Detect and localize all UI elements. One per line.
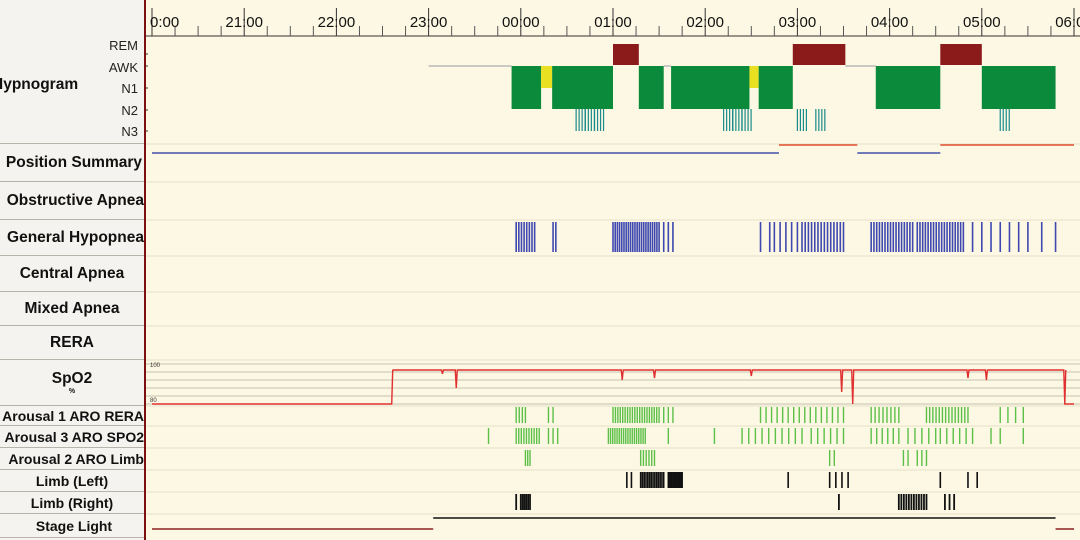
hypnogram-rem-block xyxy=(613,44,639,65)
level-n2: N2 xyxy=(121,103,138,118)
label-arousal-3[interactable]: Arousal 3 ARO SPO2 xyxy=(0,426,144,448)
hypnogram-n1-block xyxy=(541,66,553,88)
hypnogram-n2-block xyxy=(552,66,613,109)
hypnogram-n2-block xyxy=(875,66,941,109)
label-stage-light[interactable]: Stage Light xyxy=(0,514,144,538)
time-tick-label: 23:00 xyxy=(410,14,448,31)
time-tick-label: 00:00 xyxy=(502,14,540,31)
spo2-tick-bottom: 80 xyxy=(150,398,157,404)
label-position[interactable]: Position Summary xyxy=(0,144,144,182)
timeline-plot: 0:00 21:00 22:00 23:00 00:00 01:00 02:00 03:00 0… xyxy=(146,8,1080,530)
label-mixed-apnea[interactable]: Mixed Apnea xyxy=(0,292,144,326)
label-hypnogram[interactable]: Hypnogram REM AWK N1 N2 N3 xyxy=(0,36,144,144)
level-rem: REM xyxy=(109,38,138,53)
hypnogram-rem-block xyxy=(792,44,846,65)
time-tick-label: 0:00 xyxy=(150,14,179,31)
label-spo2[interactable]: SpO2 % xyxy=(0,360,144,406)
level-awk: AWK xyxy=(108,60,138,75)
label-general-hypopnea[interactable]: General Hypopnea xyxy=(0,220,144,256)
label-rera[interactable]: RERA xyxy=(0,326,144,360)
label-limb-left[interactable]: Limb (Left) xyxy=(0,470,144,492)
time-tick-label: 21:00 xyxy=(225,14,263,31)
time-tick-label: 03:00 xyxy=(779,14,817,31)
hypnogram-rem-block xyxy=(940,44,982,65)
spo2-trace xyxy=(152,369,1074,405)
label-arousal-1[interactable]: Arousal 1 ARO RERA xyxy=(0,406,144,426)
track-label-panel: Hypnogram REM AWK N1 N2 N3 Position Summ… xyxy=(0,0,146,540)
label-arousal-2[interactable]: Arousal 2 ARO Limb xyxy=(0,448,144,470)
spo2-tick-top: 100 xyxy=(150,363,161,369)
label-obstructive-apnea[interactable]: Obstructive Apnea xyxy=(0,182,144,220)
hypnogram-n2-block xyxy=(758,66,793,109)
hypnogram-n2-block xyxy=(671,66,750,109)
hypnogram-n2-block xyxy=(981,66,1056,109)
time-tick-label: 05:00 xyxy=(963,14,1001,31)
time-tick-label: 01:00 xyxy=(594,14,632,31)
hypnogram-n2-block xyxy=(511,66,542,109)
level-n3: N3 xyxy=(121,124,138,139)
time-tick-label: 04:00 xyxy=(871,14,909,31)
label-central-apnea[interactable]: Central Apnea xyxy=(0,256,144,292)
label-limb-right[interactable]: Limb (Right) xyxy=(0,492,144,514)
level-n1: N1 xyxy=(121,81,138,96)
hypnogram-n2-block xyxy=(638,66,664,109)
time-tick-label: 06:00 xyxy=(1055,14,1080,31)
time-tick-label: 02:00 xyxy=(686,14,724,31)
hypnogram-n1-block xyxy=(749,66,759,88)
time-tick-label: 22:00 xyxy=(318,14,356,31)
